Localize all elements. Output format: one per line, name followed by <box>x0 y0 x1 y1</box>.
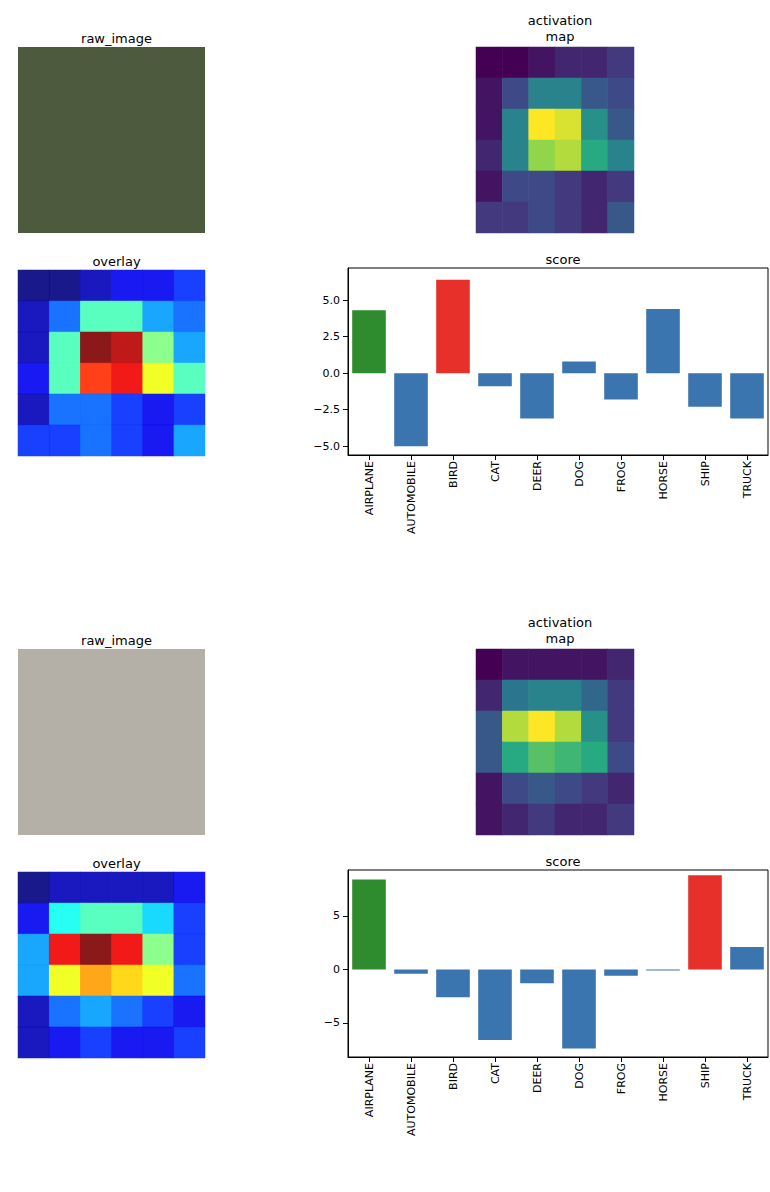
svg-text:0.0: 0.0 <box>323 367 341 380</box>
svg-text:TRUCK: TRUCK <box>741 1062 754 1101</box>
svg-text:score: score <box>546 854 581 869</box>
svg-text:SHIP: SHIP <box>699 1063 712 1088</box>
svg-text:DEER: DEER <box>531 1063 544 1093</box>
svg-text:AIRPLANE: AIRPLANE <box>363 461 376 515</box>
svg-text:FROG: FROG <box>615 1063 628 1094</box>
svg-text:BIRD: BIRD <box>447 1063 460 1090</box>
svg-text:DEER: DEER <box>531 461 544 491</box>
svg-text:activation: activation <box>528 615 592 630</box>
svg-text:SHIP: SHIP <box>699 461 712 486</box>
svg-text:raw_image: raw_image <box>81 31 152 46</box>
svg-text:overlay: overlay <box>92 254 141 269</box>
svg-text:HORSE: HORSE <box>657 461 670 500</box>
svg-text:5.0: 5.0 <box>323 294 341 307</box>
svg-text:AUTOMOBILE: AUTOMOBILE <box>405 461 418 534</box>
svg-text:HORSE: HORSE <box>657 1063 670 1102</box>
svg-text:AIRPLANE: AIRPLANE <box>363 1063 376 1117</box>
svg-text:0: 0 <box>333 963 340 976</box>
svg-text:−5: −5 <box>324 1016 340 1029</box>
svg-text:map: map <box>546 29 575 44</box>
svg-text:DOG: DOG <box>573 461 586 487</box>
svg-text:map: map <box>546 631 575 646</box>
svg-text:TRUCK: TRUCK <box>741 460 754 499</box>
svg-text:2.5: 2.5 <box>323 330 341 343</box>
svg-text:BIRD: BIRD <box>447 461 460 488</box>
svg-text:−5.0: −5.0 <box>313 440 340 453</box>
svg-text:overlay: overlay <box>92 856 141 871</box>
svg-text:−2.5: −2.5 <box>313 403 340 416</box>
svg-text:CAT: CAT <box>489 461 502 482</box>
svg-text:activation: activation <box>528 13 592 28</box>
svg-text:score: score <box>546 252 581 267</box>
svg-text:raw_image: raw_image <box>81 633 152 648</box>
svg-text:CAT: CAT <box>489 1063 502 1084</box>
svg-text:DOG: DOG <box>573 1063 586 1089</box>
svg-text:AUTOMOBILE: AUTOMOBILE <box>405 1063 418 1136</box>
svg-text:5: 5 <box>333 909 340 922</box>
svg-text:FROG: FROG <box>615 461 628 492</box>
